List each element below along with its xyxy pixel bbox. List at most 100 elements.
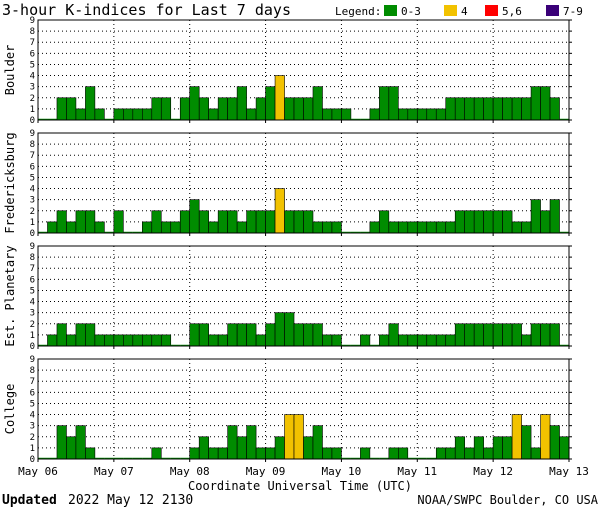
bar — [426, 334, 437, 347]
bar — [56, 97, 67, 121]
bar — [255, 447, 266, 460]
bar — [132, 108, 143, 121]
bar — [435, 334, 447, 347]
y-tick-label: 7 — [30, 377, 35, 387]
bar — [549, 199, 560, 234]
bar — [75, 108, 86, 121]
bar — [388, 447, 399, 460]
bar — [265, 210, 276, 234]
bar — [303, 97, 314, 121]
bar — [502, 436, 513, 460]
bar — [246, 210, 257, 234]
bar — [312, 221, 323, 234]
bar — [66, 221, 77, 234]
bar — [198, 323, 209, 347]
y-tick-label: 4 — [30, 411, 35, 421]
bar — [132, 334, 143, 347]
y-tick-label: 4 — [30, 298, 35, 308]
bar — [360, 334, 371, 347]
bar — [312, 323, 323, 347]
bar — [217, 97, 228, 121]
bar — [483, 323, 494, 347]
legend-swatch-3 — [546, 5, 559, 16]
y-tick-label: 8 — [30, 140, 35, 150]
bar — [142, 221, 153, 234]
bar — [123, 334, 134, 347]
y-tick-label: 0 — [30, 455, 35, 465]
y-tick-label: 3 — [30, 83, 35, 93]
bar — [198, 97, 209, 121]
bar — [511, 323, 522, 347]
y-tick-label: 2 — [30, 207, 35, 217]
bar — [322, 108, 333, 121]
bar — [549, 97, 560, 121]
panel-border — [37, 358, 570, 460]
bar — [530, 447, 541, 460]
bar — [160, 97, 172, 121]
y-tick-label: 1 — [30, 105, 35, 115]
y-tick-label: 6 — [30, 162, 35, 172]
bar — [284, 414, 295, 460]
bar — [151, 447, 162, 460]
bar — [426, 108, 437, 121]
updated-value: 2022 May 12 2130 — [68, 493, 193, 508]
y-tick-label: 0 — [30, 116, 35, 126]
bar — [151, 97, 162, 121]
updated-label: Updated — [2, 493, 57, 508]
legend-entry-3: 7-9 — [563, 5, 583, 18]
bar — [198, 210, 209, 234]
bar — [483, 447, 494, 460]
bar — [246, 108, 257, 121]
y-tick-label: 5 — [30, 399, 35, 409]
bar — [265, 447, 276, 460]
bar — [312, 425, 323, 460]
bar — [426, 221, 437, 234]
y-tick-label: 2 — [30, 433, 35, 443]
bar — [540, 210, 551, 234]
bar — [284, 312, 295, 347]
y-tick-label: 9 — [30, 16, 35, 26]
bar — [179, 210, 191, 234]
legend-entry-2: 5,6 — [502, 5, 522, 18]
bar — [56, 323, 67, 347]
bar — [398, 447, 409, 460]
bar — [521, 334, 532, 347]
bar — [47, 334, 58, 347]
bar — [341, 108, 352, 121]
bar — [398, 334, 409, 347]
bar — [198, 436, 209, 460]
bar — [75, 210, 86, 234]
bar — [464, 323, 475, 347]
bar — [388, 86, 399, 121]
bar — [454, 97, 465, 121]
bar — [521, 97, 532, 121]
bar — [530, 199, 541, 234]
bar — [559, 436, 570, 460]
x-tick-label: May 12 — [473, 465, 513, 478]
panel-label: Est. Planetary — [3, 245, 17, 346]
bar — [540, 86, 551, 121]
bar — [246, 323, 257, 347]
bar — [379, 210, 390, 234]
legend-label: Legend: — [335, 5, 381, 18]
y-tick-label: 2 — [30, 94, 35, 104]
bar — [445, 221, 456, 234]
bar — [66, 334, 77, 347]
bar — [511, 221, 522, 234]
y-tick-label: 9 — [30, 129, 35, 139]
bar — [160, 334, 172, 347]
bar — [94, 221, 105, 234]
bar — [369, 221, 380, 234]
bar — [388, 323, 399, 347]
bar — [379, 86, 390, 121]
bar — [236, 221, 247, 234]
y-tick-label: 5 — [30, 286, 35, 296]
bar — [227, 210, 238, 234]
bar — [66, 436, 77, 460]
y-tick-label: 1 — [30, 218, 35, 228]
bar — [407, 334, 418, 347]
bar — [464, 210, 475, 234]
